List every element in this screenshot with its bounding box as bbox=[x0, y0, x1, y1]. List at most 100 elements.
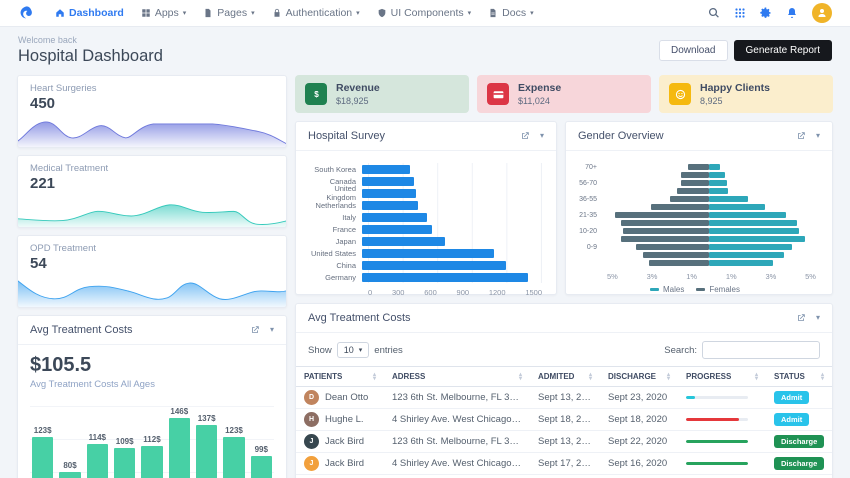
avg-cost-bar[interactable] bbox=[87, 444, 108, 478]
column-header-adress[interactable]: ADRESS▴▾ bbox=[384, 367, 530, 387]
males-bar[interactable] bbox=[709, 244, 792, 250]
avg-cost-bar[interactable] bbox=[196, 425, 217, 478]
gear-icon[interactable] bbox=[760, 7, 772, 19]
survey-bar[interactable] bbox=[362, 189, 416, 198]
nav-item-pages[interactable]: Pages▾ bbox=[203, 7, 254, 19]
stat-card-revenue[interactable]: $Revenue$18,925 bbox=[295, 75, 469, 113]
males-bar[interactable] bbox=[709, 164, 720, 170]
sort-icon[interactable]: ▴▾ bbox=[519, 372, 522, 380]
external-link-icon[interactable] bbox=[796, 313, 806, 323]
nav-item-docs[interactable]: Docs▾ bbox=[488, 7, 533, 19]
females-bar[interactable] bbox=[688, 164, 709, 170]
males-bar[interactable] bbox=[709, 204, 765, 210]
females-bar[interactable] bbox=[636, 244, 709, 250]
avg-cost-bar[interactable] bbox=[223, 437, 244, 478]
user-avatar[interactable] bbox=[812, 3, 832, 23]
page-size-select[interactable]: 10 ▾ bbox=[337, 342, 370, 358]
charts-row: Hospital Survey ▾ South KoreaCanadaUnite… bbox=[295, 121, 833, 295]
table-row[interactable]: JJohn70 Bowman St. South Windsor, CT 060… bbox=[296, 475, 832, 478]
nav-item-authentication[interactable]: Authentication▾ bbox=[272, 7, 360, 19]
males-bar[interactable] bbox=[709, 172, 725, 178]
females-bar[interactable] bbox=[649, 260, 709, 266]
sort-icon[interactable]: ▴▾ bbox=[755, 372, 758, 380]
chevron-down-icon[interactable]: ▾ bbox=[816, 132, 820, 140]
females-bar[interactable] bbox=[681, 172, 709, 178]
nav-item-ui-components[interactable]: UI Components▾ bbox=[377, 7, 471, 19]
females-bar[interactable] bbox=[621, 220, 709, 226]
download-button[interactable]: Download bbox=[659, 40, 727, 61]
gender-overview-card: Gender Overview ▾ 70+56-7036-5521-3510-2… bbox=[565, 121, 833, 295]
males-bar[interactable] bbox=[709, 196, 748, 202]
table-row[interactable]: JJack Bird123 6th St. Melbourne, FL 3290… bbox=[296, 431, 832, 453]
survey-bar[interactable] bbox=[362, 273, 528, 282]
column-header-progress[interactable]: PROGRESS▴▾ bbox=[678, 367, 766, 387]
legend-item-males[interactable]: Males bbox=[650, 285, 684, 294]
sort-icon[interactable]: ▴▾ bbox=[373, 372, 376, 380]
avg-cost-bar[interactable] bbox=[169, 418, 190, 478]
survey-bar[interactable] bbox=[362, 165, 410, 174]
column-header-discharge[interactable]: DISCHARGE▴▾ bbox=[600, 367, 678, 387]
column-header-status[interactable]: STATUS▴▾ bbox=[766, 367, 832, 387]
females-bar[interactable] bbox=[651, 204, 709, 210]
avg-cost-bar[interactable] bbox=[141, 446, 162, 478]
avg-cost-bar-column: 80$ bbox=[59, 406, 80, 478]
survey-bar[interactable] bbox=[362, 213, 427, 222]
avg-cost-bar[interactable] bbox=[251, 456, 272, 478]
external-link-icon[interactable] bbox=[250, 325, 260, 335]
bell-icon[interactable] bbox=[786, 7, 798, 19]
survey-bar[interactable] bbox=[362, 177, 414, 186]
males-bar[interactable] bbox=[709, 260, 773, 266]
survey-bar[interactable] bbox=[362, 249, 494, 258]
survey-bar[interactable] bbox=[362, 201, 418, 210]
status-badge[interactable]: Admit bbox=[774, 391, 809, 404]
search-icon[interactable] bbox=[708, 7, 720, 19]
column-header-admited[interactable]: ADMITED▴▾ bbox=[530, 367, 600, 387]
brand-logo[interactable] bbox=[18, 5, 34, 21]
search-input[interactable] bbox=[702, 341, 820, 359]
chevron-down-icon[interactable]: ▾ bbox=[816, 314, 820, 322]
sort-icon[interactable]: ▴▾ bbox=[667, 372, 670, 380]
avg-cost-bar[interactable] bbox=[59, 472, 80, 478]
external-link-icon[interactable] bbox=[796, 131, 806, 141]
grid-icon[interactable] bbox=[734, 7, 746, 19]
survey-bar[interactable] bbox=[362, 261, 506, 270]
males-bar[interactable] bbox=[709, 188, 728, 194]
females-bar[interactable] bbox=[621, 236, 709, 242]
status-badge[interactable]: Admit bbox=[774, 413, 809, 426]
avg-cost-bar[interactable] bbox=[32, 437, 53, 478]
males-bar[interactable] bbox=[709, 252, 784, 258]
females-bar[interactable] bbox=[643, 252, 709, 258]
lock-icon bbox=[272, 8, 282, 18]
females-bar[interactable] bbox=[670, 196, 709, 202]
nav-item-apps[interactable]: Apps▾ bbox=[141, 7, 186, 19]
external-link-icon[interactable] bbox=[520, 131, 530, 141]
sort-icon[interactable]: ▴▾ bbox=[821, 372, 824, 380]
males-bar[interactable] bbox=[709, 220, 797, 226]
chevron-down-icon[interactable]: ▾ bbox=[540, 132, 544, 140]
generate-report-button[interactable]: Generate Report bbox=[734, 40, 833, 61]
females-bar[interactable] bbox=[623, 228, 709, 234]
table-row[interactable]: DDean Otto123 6th St. Melbourne, FL 3290… bbox=[296, 387, 832, 409]
legend-item-females[interactable]: Females bbox=[696, 285, 740, 294]
females-bar[interactable] bbox=[677, 188, 709, 194]
avg-cost-bar[interactable] bbox=[114, 448, 135, 478]
males-bar[interactable] bbox=[709, 228, 799, 234]
males-bar[interactable] bbox=[709, 180, 727, 186]
survey-bar[interactable] bbox=[362, 225, 432, 234]
females-bar[interactable] bbox=[681, 180, 709, 186]
status-badge[interactable]: Discharge bbox=[774, 457, 824, 470]
females-bar[interactable] bbox=[615, 212, 709, 218]
stat-label: Happy Clients bbox=[700, 82, 770, 95]
nav-item-dashboard[interactable]: Dashboard bbox=[55, 7, 124, 19]
stat-card-happy-clients[interactable]: Happy Clients8,925 bbox=[659, 75, 833, 113]
chevron-down-icon[interactable]: ▾ bbox=[270, 326, 274, 334]
sort-icon[interactable]: ▴▾ bbox=[589, 372, 592, 380]
males-bar[interactable] bbox=[709, 212, 786, 218]
status-badge[interactable]: Discharge bbox=[774, 435, 824, 448]
survey-bar[interactable] bbox=[362, 237, 445, 246]
stat-card-expense[interactable]: Expense$11,024 bbox=[477, 75, 651, 113]
males-bar[interactable] bbox=[709, 236, 805, 242]
table-row[interactable]: HHughe L.4 Shirley Ave. West Chicago, IL… bbox=[296, 409, 832, 431]
table-row[interactable]: JJack Bird4 Shirley Ave. West Chicago, I… bbox=[296, 453, 832, 475]
column-header-patients[interactable]: PATIENTS▴▾ bbox=[296, 367, 384, 387]
